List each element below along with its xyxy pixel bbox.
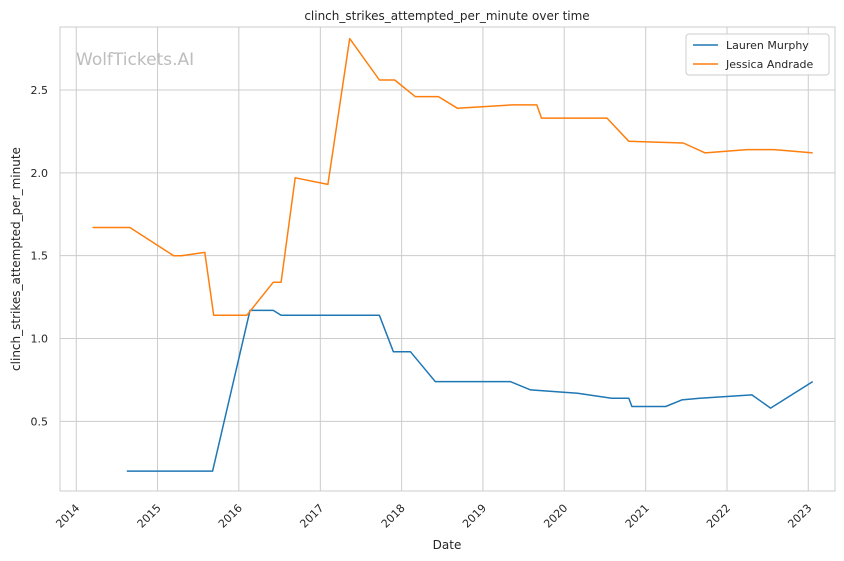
legend-box xyxy=(685,33,830,76)
legend: Lauren Murphy Jessica Andrade xyxy=(685,33,830,76)
plot-frame xyxy=(59,26,836,492)
series-line-lauren-murphy xyxy=(126,309,814,472)
y-tick-label: 0.5 xyxy=(31,415,49,428)
chart-title: clinch_strikes_attempted_per_minute over… xyxy=(304,9,589,23)
y-tick-label: 1.0 xyxy=(31,333,49,346)
y-tick-label: 2.5 xyxy=(31,84,49,97)
y-tick-label: 1.5 xyxy=(31,250,49,263)
y-tick-labels: 0.5 1.0 1.5 2.0 2.5 xyxy=(31,84,49,428)
y-tick-label: 2.0 xyxy=(31,167,49,180)
grid xyxy=(60,27,835,491)
legend-label-lauren-murphy: Lauren Murphy xyxy=(726,39,809,52)
x-axis-label: Date xyxy=(433,538,462,552)
y-axis-label: clinch_strikes_attempted_per_minute xyxy=(9,147,23,371)
series-line-jessica-andrade xyxy=(92,37,813,317)
series-lines xyxy=(92,37,814,472)
legend-label-jessica-andrade: Jessica Andrade xyxy=(725,58,814,71)
watermark: WolfTickets.AI xyxy=(76,50,194,70)
